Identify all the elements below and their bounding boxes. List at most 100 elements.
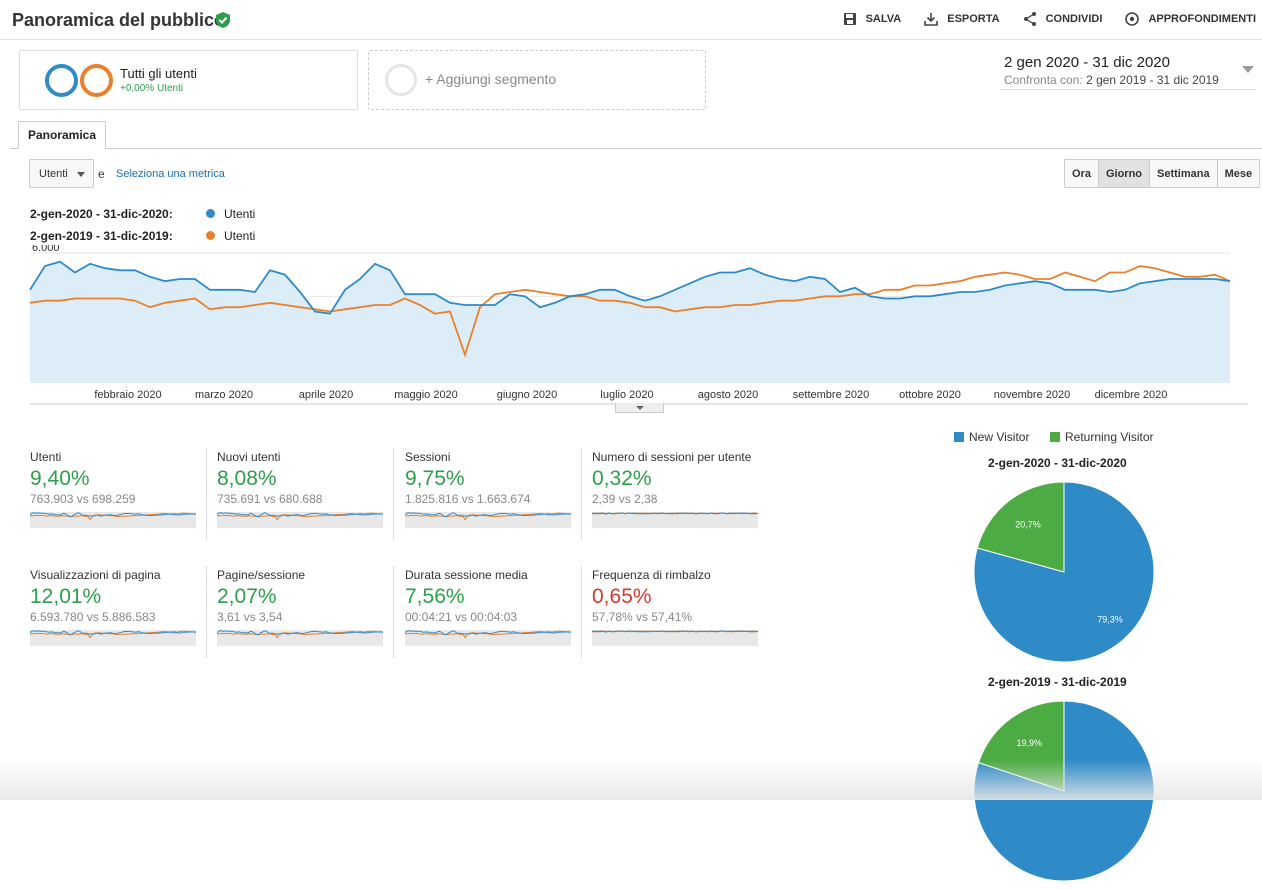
save-icon	[843, 13, 856, 25]
metric-label: Durata sessione media	[405, 568, 528, 582]
sparkline-line	[217, 512, 383, 518]
sparkline-line	[217, 630, 383, 636]
chart-collapse-toggle[interactable]	[615, 403, 664, 413]
granularity-day-button[interactable]: Giorno	[1098, 160, 1151, 187]
granularity-hour-button[interactable]: Ora	[1065, 160, 1099, 187]
date-range-picker[interactable]: 2 gen 2020 - 31 dic 2020 Confronta con: …	[1000, 54, 1256, 90]
metric-card[interactable]: Pagine/sessione 2,07% 3,61 vs 3,54	[217, 568, 404, 658]
sparkline-line	[405, 512, 571, 518]
metric-label: Nuovi utenti	[217, 450, 281, 464]
segment-compare-ring-icon	[80, 64, 113, 97]
pie-title-2020: 2-gen-2020 - 31-dic-2020	[988, 456, 1127, 470]
legend-range-2019: 2-gen-2019 - 31-dic-2019:	[30, 229, 173, 243]
and-label: e	[98, 167, 105, 181]
tab-panoramica[interactable]: Panoramica	[18, 121, 106, 149]
metric-change: 0,32%	[592, 467, 652, 490]
series-line-2020	[29, 260, 1231, 315]
verified-shield-icon	[216, 12, 230, 28]
metric-card[interactable]: Nuovi utenti 8,08% 735.691 vs 680.688	[217, 450, 404, 540]
share-button[interactable]: CONDIVIDI	[1022, 11, 1103, 27]
chevron-down-icon	[1242, 66, 1254, 73]
metric-change: 0,65%	[592, 585, 652, 608]
legend-range-2020: 2-gen-2020 - 31-dic-2020:	[30, 207, 173, 221]
metric-sparkline	[217, 630, 383, 646]
metric-change: 2,07%	[217, 585, 277, 608]
metric-label: Sessioni	[405, 450, 451, 464]
top-bar: Panoramica del pubblico SALVA ESPORTA CO…	[0, 0, 1262, 40]
metric-card[interactable]: Sessioni 9,75% 1.825.816 vs 1.663.674	[405, 450, 592, 540]
pie-slice-returning-visitor	[976, 481, 1065, 573]
export-button[interactable]: ESPORTA	[923, 11, 1000, 27]
granularity-month-button[interactable]: Mese	[1217, 160, 1260, 187]
legend-dot-2019	[206, 231, 215, 240]
metric-divider	[393, 448, 394, 540]
metric-comparison: 735.691 vs 680.688	[217, 492, 323, 506]
share-label: CONDIVIDI	[1045, 13, 1103, 25]
metric-card[interactable]: Visualizzazioni di pagina 12,01% 6.593.780…	[30, 568, 217, 658]
date-range-compare: Confronta con: 2 gen 2019 - 31 dic 2019	[1004, 73, 1219, 87]
segment-ring-icon	[45, 64, 78, 97]
series-area-2020	[30, 261, 1230, 383]
compare-value: 2 gen 2019 - 31 dic 2019	[1086, 73, 1219, 87]
metric-comparison: 1.825.816 vs 1.663.674	[405, 492, 531, 506]
sparkline-line	[592, 630, 758, 633]
granularity-week-button[interactable]: Settimana	[1150, 160, 1218, 187]
metric-card[interactable]: Durata sessione media 7,56% 00:04:21 vs 00…	[405, 568, 592, 658]
sparkline-line	[405, 630, 571, 636]
save-label: SALVA	[865, 13, 902, 25]
sparkline-bg	[592, 512, 758, 528]
x-tick-label: giugno 2020	[497, 389, 558, 401]
select-metric-link[interactable]: Seleziona una metrica	[116, 168, 225, 180]
segment-all-users[interactable]: Tutti gli utenti +0,00% Utenti	[19, 50, 358, 110]
metric-comparison: 2,39 vs 2,38	[592, 492, 658, 506]
metric-divider	[581, 448, 582, 540]
metric-sparkline	[405, 512, 571, 528]
metric-card[interactable]: Frequenza di rimbalzo 0,65% 57,78% vs 57,4…	[592, 568, 779, 658]
metric-divider	[206, 448, 207, 540]
toolbar: SALVA ESPORTA CONDIVIDI APPROFONDIMENTI	[842, 11, 1256, 27]
metric-label: Frequenza di rimbalzo	[592, 568, 711, 582]
x-tick-label: aprile 2020	[299, 389, 353, 401]
x-tick-label: maggio 2020	[394, 389, 458, 401]
insights-button[interactable]: APPROFONDIMENTI	[1124, 11, 1256, 27]
legend-returning-label: Returning Visitor	[1065, 430, 1154, 444]
x-tick-label: agosto 2020	[698, 389, 759, 401]
series-line-2019	[29, 265, 1231, 358]
metric-label: Utenti	[30, 450, 62, 464]
metric-sparkline	[217, 512, 383, 528]
legend-new-label: New Visitor	[969, 430, 1030, 444]
sparkline-line	[30, 630, 196, 636]
metric-card[interactable]: Numero di sessioni per utente 0,32% 2,39 v…	[592, 450, 779, 540]
add-segment-button[interactable]: + Aggiungi segmento	[368, 50, 706, 110]
metric-divider	[393, 566, 394, 658]
legend-dot-2020	[206, 209, 215, 218]
metric-sparkline	[592, 512, 758, 528]
metric-select[interactable]: Utenti	[29, 159, 94, 188]
page-title: Panoramica del pubblico	[12, 10, 226, 30]
insights-icon	[1125, 12, 1140, 26]
chevron-down-icon	[77, 172, 85, 177]
sparkline-bg	[592, 630, 758, 646]
sparkline-line	[30, 512, 196, 518]
segment-subtitle: +0,00% Utenti	[120, 83, 184, 94]
x-tick-label: ottobre 2020	[899, 389, 961, 401]
x-tick-label: novembre 2020	[994, 389, 1070, 401]
legend-metric-2019: Utenti	[224, 229, 256, 243]
metric-label: Numero di sessioni per utente	[592, 450, 752, 464]
pie-label-returning: 19,9%	[1016, 738, 1042, 748]
metric-comparison: 57,78% vs 57,41%	[592, 610, 693, 624]
save-button[interactable]: SALVA	[842, 11, 902, 27]
metric-change: 12,01%	[30, 585, 102, 608]
metric-divider	[581, 566, 582, 658]
x-tick-label: dicembre 2020	[1095, 389, 1168, 401]
pie-title-2019: 2-gen-2019 - 31-dic-2019	[988, 675, 1127, 689]
metric-change: 9,75%	[405, 467, 465, 490]
metric-card[interactable]: Utenti 9,40% 763.903 vs 698.259	[30, 450, 217, 540]
add-segment-label: + Aggiungi segmento	[425, 71, 557, 87]
tab-divider	[10, 148, 1262, 149]
legend-swatch	[954, 432, 964, 442]
metric-comparison: 00:04:21 vs 00:04:03	[405, 610, 518, 624]
pie-legend-new: New Visitor	[954, 430, 1029, 444]
pie-label-returning: 20,7%	[1015, 520, 1041, 530]
